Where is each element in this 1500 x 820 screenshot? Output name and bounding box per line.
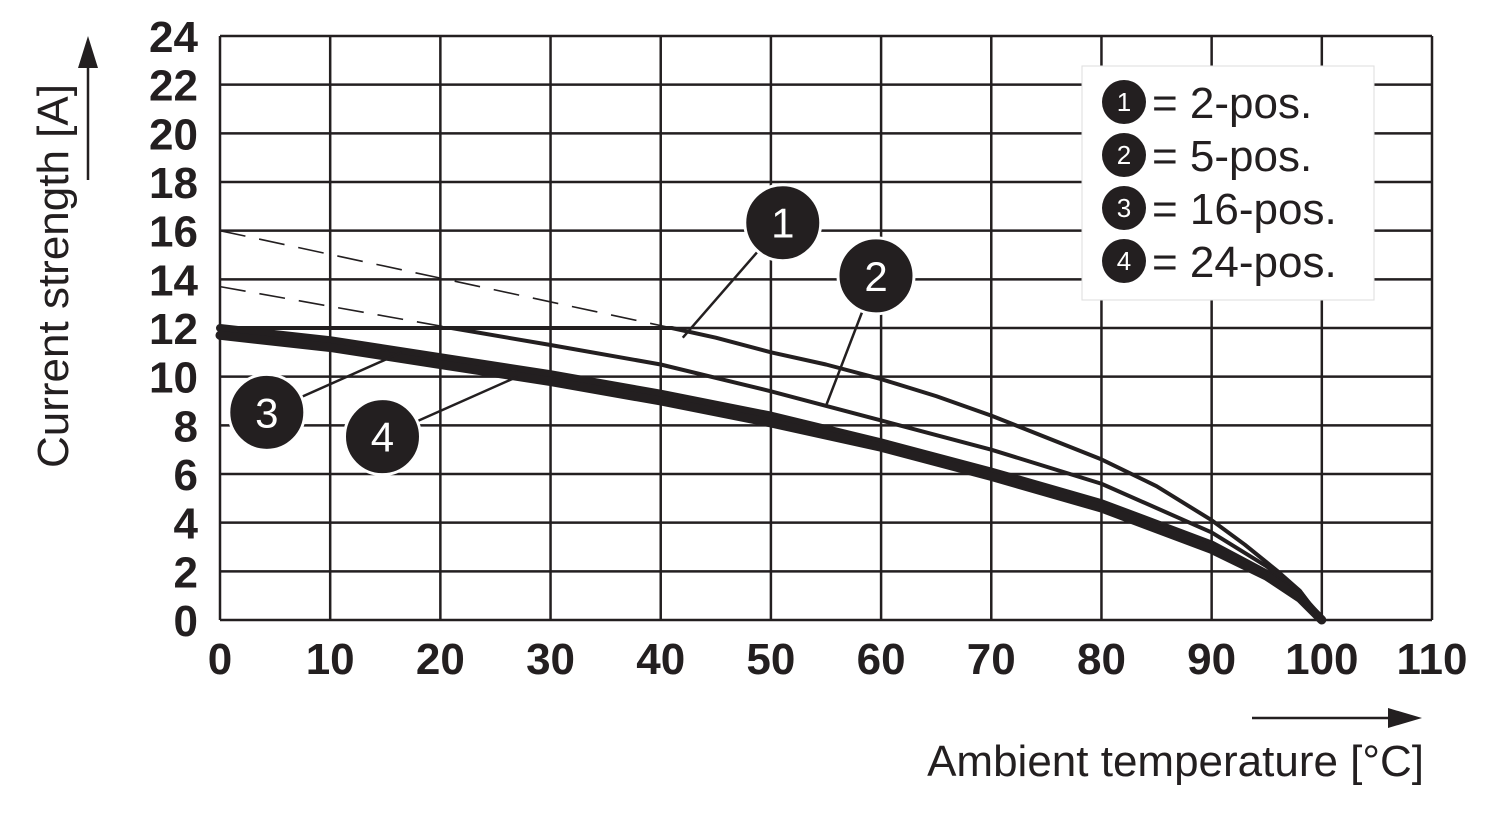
callout-badge-label-4: 4 — [371, 414, 394, 461]
y-tick-label-16: 16 — [149, 208, 198, 257]
y-axis-title: Current strength [A] — [29, 84, 78, 468]
series-lines — [215, 229, 1327, 625]
legend-marker-1 — [1102, 80, 1146, 124]
legend-entry-1: = 2-pos. — [1152, 79, 1312, 128]
y-tick-label-14: 14 — [149, 256, 198, 305]
y-axis-title-group: Current strength [A] — [29, 36, 98, 468]
x-tick-label-10: 10 — [306, 635, 355, 684]
x-tick-label-50: 50 — [746, 635, 795, 684]
callout-badges: 1 2 3 4 — [227, 183, 916, 477]
y-tick-label-8: 8 — [174, 402, 198, 451]
y-tick-label-24: 24 — [149, 13, 198, 62]
series-line-1 — [218, 326, 1324, 622]
y-tick-label-20: 20 — [149, 110, 198, 159]
x-tick-label-20: 20 — [416, 635, 465, 684]
y-tick-label-22: 22 — [149, 62, 198, 111]
callout-badge-2 — [836, 236, 916, 316]
x-tick-label-100: 100 — [1285, 635, 1358, 684]
callout-badge-1 — [743, 183, 823, 263]
legend-entry-4: = 24-pos. — [1152, 238, 1337, 287]
legend-marker-4 — [1102, 239, 1146, 283]
x-tick-label-40: 40 — [636, 635, 685, 684]
x-tick-label-110: 110 — [1397, 635, 1468, 684]
x-tick-label-90: 90 — [1187, 635, 1236, 684]
legend-entry-3: = 16-pos. — [1152, 185, 1337, 234]
callout-badge-label-2: 2 — [864, 253, 887, 300]
y-tick-label-12: 12 — [149, 305, 198, 354]
callout-badge-label-1: 1 — [771, 200, 794, 247]
x-tick-label-30: 30 — [526, 635, 575, 684]
y-tick-label-6: 6 — [174, 451, 198, 500]
x-axis-title: Ambient temperature [°C] — [927, 737, 1424, 786]
y-tick-label-2: 2 — [174, 548, 198, 597]
y-tick-label-18: 18 — [149, 159, 198, 208]
legend-marker-3 — [1102, 186, 1146, 230]
legend: 1 = 2-pos. 2 = 5-pos. 3 = 16-pos. 4 = 24-pos. — [1081, 65, 1375, 301]
x-tick-label-70: 70 — [967, 635, 1016, 684]
x-tick-labels: 0 10 20 30 40 50 60 70 80 90 100 110 — [208, 635, 1468, 684]
legend-marker-label-2: 2 — [1117, 140, 1131, 170]
y-tick-label-10: 10 — [149, 354, 198, 403]
x-tick-label-80: 80 — [1077, 635, 1126, 684]
series-1-dashed-extension — [219, 229, 672, 329]
legend-marker-label-3: 3 — [1117, 193, 1131, 223]
callout-badge-label-3: 3 — [255, 389, 278, 436]
legend-marker-label-4: 4 — [1117, 246, 1131, 276]
legend-entry-2: = 5-pos. — [1152, 132, 1312, 181]
legend-marker-2 — [1102, 133, 1146, 177]
callout-badge-4 — [342, 397, 422, 477]
y-tick-label-4: 4 — [174, 500, 199, 549]
series-line-4 — [215, 330, 1327, 625]
x-tick-label-60: 60 — [857, 635, 906, 684]
x-tick-label-0: 0 — [208, 635, 232, 684]
legend-marker-label-1: 1 — [1117, 87, 1131, 117]
y-axis-arrow-head — [78, 36, 98, 68]
x-axis-title-group: Ambient temperature [°C] — [927, 708, 1424, 786]
x-axis-arrow-head — [1388, 708, 1422, 728]
series-line-2 — [449, 326, 1324, 622]
callout-badge-3 — [227, 372, 307, 452]
y-tick-label-0: 0 — [174, 597, 198, 646]
